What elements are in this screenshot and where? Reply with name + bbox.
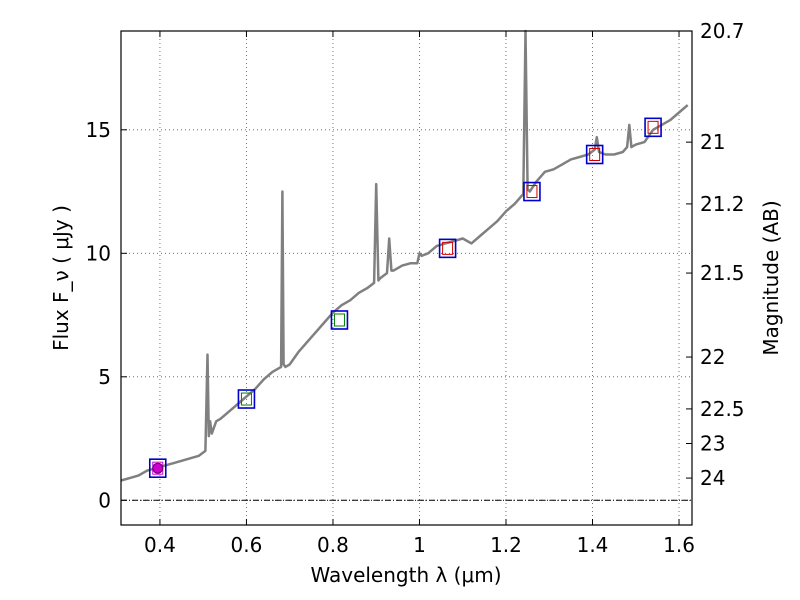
data-layer <box>120 29 692 501</box>
x-tick-label: 0.4 <box>144 533 176 557</box>
model-flux-box <box>526 185 538 199</box>
magnitude-tick-label: 21.2 <box>700 192 745 216</box>
y-axis-label-left: Flux F_ν ( μJy ) <box>49 205 73 351</box>
photometry-point <box>237 389 256 409</box>
x-tick-label: 1.2 <box>490 533 522 557</box>
model-flux-box <box>589 148 601 161</box>
magnitude-tick-label: 22.5 <box>700 397 745 421</box>
model-flux-marker <box>152 462 164 474</box>
observed-flux-box <box>438 238 457 259</box>
photometry-point <box>330 310 349 330</box>
x-tick-label: 1 <box>413 533 426 557</box>
y-tick-label: 5 <box>98 365 111 389</box>
magnitude-tick-label: 20.7 <box>700 19 745 43</box>
magnitude-tick-label: 24 <box>700 466 725 490</box>
photometry-point <box>585 144 604 165</box>
observed-flux-box <box>237 389 256 409</box>
x-tick-label: 1.6 <box>663 533 695 557</box>
observed-flux-box <box>585 144 604 165</box>
y-tick-label: 0 <box>98 488 111 512</box>
photometry-point <box>644 117 662 138</box>
photometry-point <box>523 181 541 202</box>
x-axis-label: Wavelength λ (μm) <box>310 563 501 587</box>
x-tick-label: 0.8 <box>317 533 349 557</box>
model-flux-box <box>240 392 252 406</box>
observed-flux-box <box>330 310 349 330</box>
observed-flux-box <box>644 117 662 138</box>
photometry-point <box>438 238 457 259</box>
magnitude-tick-label: 23 <box>700 431 725 455</box>
y-tick-label: 15 <box>86 118 111 142</box>
plot-frame <box>120 30 693 526</box>
x-tick-label: 1.4 <box>577 533 609 557</box>
y-tick-label: 10 <box>86 241 111 265</box>
model-flux-box <box>442 241 454 255</box>
model-flux-box <box>647 120 659 134</box>
y-axis-label-right: Magnitude (AB) <box>759 200 783 355</box>
model-flux-box <box>333 313 345 327</box>
axis-ticks: 0.4 0.6 0.8 1 1.2 1.4 1.6 0 5 10 15 20.7 21 21.2 21.5 2… <box>86 19 745 557</box>
magnitude-tick-label: 22 <box>700 345 725 369</box>
x-tick-label: 0.6 <box>231 533 263 557</box>
magnitude-tick-label: 21 <box>700 130 725 154</box>
observed-flux-box <box>523 181 541 202</box>
photometry-point <box>148 458 167 478</box>
magnitude-tick-label: 21.5 <box>700 261 745 285</box>
photometry-points <box>148 117 662 478</box>
spectrum-line <box>120 29 689 482</box>
observed-flux-box <box>148 458 167 478</box>
